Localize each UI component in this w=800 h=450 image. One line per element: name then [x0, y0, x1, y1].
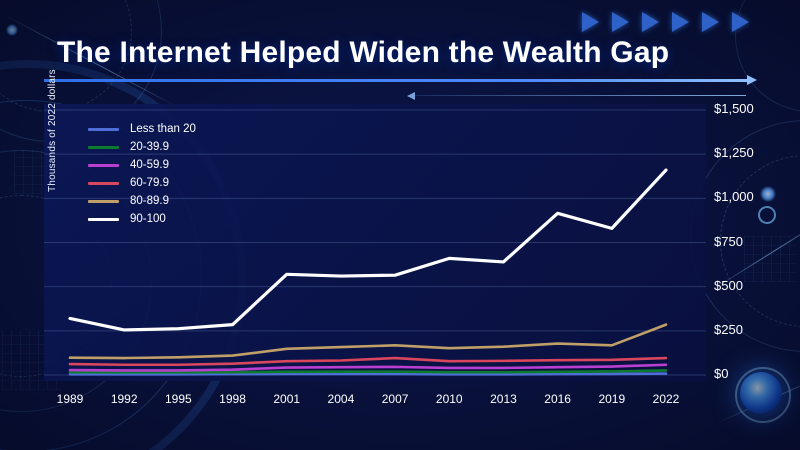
y-axis-title: Thousands of 2022 dollars [47, 69, 58, 192]
series-line[interactable] [68, 369, 668, 374]
x-axis-tick-label: 1989 [56, 392, 84, 406]
legend-swatch [88, 181, 119, 185]
y-axis-tick-label: $1,250 [714, 145, 754, 161]
y-axis-tick-label: $500 [714, 277, 743, 293]
x-axis-tick-label: 1995 [165, 392, 192, 406]
play-arrow-icon [642, 12, 659, 32]
legend-item[interactable]: 20-39.9 [88, 138, 196, 156]
y-axis-tick-label: $750 [714, 233, 743, 249]
title-underline-arrow [44, 75, 757, 85]
decor-arrow-row [582, 12, 749, 32]
series-line[interactable] [68, 356, 668, 367]
play-arrow-icon [732, 12, 749, 32]
legend-item-label: 40-59.9 [130, 159, 170, 171]
series-line[interactable] [68, 372, 668, 376]
series-line[interactable] [68, 363, 668, 372]
x-axis-tick-label: 2001 [273, 392, 301, 406]
legend-item[interactable]: 60-79.9 [88, 174, 196, 192]
legend-item-label: 60-79.9 [130, 177, 170, 189]
x-axis-tick-label: 1998 [219, 392, 246, 406]
legend-item-label: 80-89.9 [130, 195, 170, 207]
x-axis-tick-label: 2022 [652, 392, 680, 406]
x-axis-tick-label: 2010 [435, 392, 463, 406]
x-axis-tick-label: 2013 [490, 392, 517, 406]
legend-item[interactable]: Less than 20 [88, 120, 196, 138]
legend-item[interactable]: 90-100 [88, 210, 196, 228]
series-line[interactable] [68, 323, 668, 360]
chart-panel [44, 104, 706, 381]
play-arrow-icon [672, 12, 689, 32]
legend-swatch [88, 145, 119, 149]
legend-item-label: 20-39.9 [130, 141, 170, 153]
play-arrow-icon [702, 12, 719, 32]
legend-swatch [88, 127, 119, 131]
legend-swatch [88, 163, 119, 167]
y-axis-tick-label: $250 [714, 321, 743, 337]
chart-legend: Less than 20 20-39.9 40-59.9 60-79.9 80-89.9… [88, 120, 196, 228]
x-axis-tick-label: 2019 [598, 392, 626, 406]
chart-plot-area [44, 104, 706, 381]
play-arrow-icon [612, 12, 629, 32]
legend-item[interactable]: 80-89.9 [88, 192, 196, 210]
x-axis-tick-label: 2007 [381, 392, 409, 406]
play-arrow-icon [582, 12, 599, 32]
x-axis-tick-label: 2016 [544, 392, 571, 406]
secondary-rule-arrow [407, 91, 746, 100]
y-axis-tick-label: $1,000 [714, 189, 754, 205]
y-axis-tick-label: $1,500 [714, 101, 754, 116]
legend-swatch [88, 199, 119, 203]
x-axis-tick-label: 1992 [110, 392, 138, 406]
page-title: The Internet Helped Widen the Wealth Gap [57, 36, 670, 69]
legend-item[interactable]: 40-59.9 [88, 156, 196, 174]
legend-item-label: 90-100 [130, 213, 166, 225]
legend-item-label: Less than 20 [130, 123, 196, 135]
series-line[interactable] [68, 168, 668, 332]
y-axis-tick-label: $0 [714, 366, 729, 381]
line-chart-svg [44, 109, 706, 376]
x-axis-tick-label: 2004 [327, 392, 355, 406]
legend-swatch [88, 217, 119, 221]
